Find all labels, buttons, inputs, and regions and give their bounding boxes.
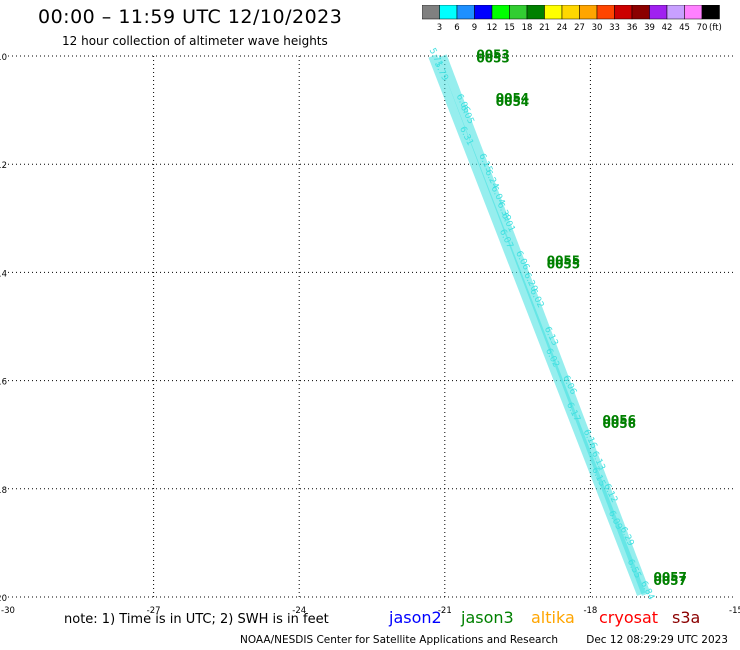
pass-time-label: 0056 <box>603 417 636 431</box>
x-tick-label: -30 <box>1 606 15 616</box>
colorbar-label: 21 <box>539 23 550 33</box>
pass-time-label: 0054 <box>496 95 529 109</box>
colorbar-label: 27 <box>574 23 585 33</box>
pass-time-label: 0054 <box>496 91 529 105</box>
colorbar-label: 39 <box>644 23 655 33</box>
satellite-track <box>428 54 646 596</box>
pass-time-label: 0057 <box>653 574 686 588</box>
pass-time-label: 0057 <box>653 570 686 584</box>
x-tick-label: -27 <box>147 606 161 616</box>
wave-height-colorbar: 3 6 9 12 15 18 21 24 27 30 33 36 39 42 45 70 (ft) <box>422 5 722 33</box>
colorbar-label: 6 <box>454 23 459 33</box>
colorbar-label: 9 <box>472 23 477 33</box>
mission-label-altika: altika <box>531 608 575 627</box>
x-tick-label: -15 <box>729 606 740 616</box>
footer-credit: NOAA/NESDIS Center for Satellite Applica… <box>240 634 558 646</box>
y-tick-label: -14 <box>0 269 7 279</box>
colorbar-swatch <box>701 5 720 20</box>
x-tick-label: -24 <box>292 606 306 616</box>
footer-note: note: 1) Time is in UTC; 2) SWH is in fe… <box>64 612 329 627</box>
y-tick-label: -18 <box>0 486 7 496</box>
colorbar-label: 15 <box>504 23 515 33</box>
pass-time-label: 0053 <box>476 48 509 62</box>
y-tick-label: -12 <box>0 161 7 171</box>
chart-title: 00:00 – 11:59 UTC 12/10/2023 <box>38 6 343 28</box>
colorbar-label: 70 <box>697 23 708 33</box>
colorbar-label: 30 <box>592 23 603 33</box>
mission-label-cryosat: cryosat <box>599 608 659 627</box>
mission-label-s3a: s3a <box>672 608 701 627</box>
colorbar-label: 45 <box>679 23 690 33</box>
x-tick-label: -18 <box>583 606 597 616</box>
colorbar-label: 36 <box>627 23 638 33</box>
chart-subtitle: 12 hour collection of altimeter wave hei… <box>62 34 328 48</box>
x-tick-label: -21 <box>438 606 452 616</box>
mission-label-jason3: jason3 <box>461 608 514 627</box>
colorbar-label: 3 <box>437 23 442 33</box>
y-tick-label: -16 <box>0 378 7 388</box>
colorbar-label: 24 <box>557 23 568 33</box>
mission-label-jason2: jason2 <box>389 608 442 627</box>
y-tick-label: -10 <box>0 53 7 63</box>
pass-time-label: 0056 <box>603 413 636 427</box>
satellite-track <box>438 54 651 596</box>
colorbar-label: 12 <box>487 23 498 33</box>
footer-timestamp: Dec 12 08:29:29 UTC 2023 <box>586 634 728 646</box>
colorbar-unit: (ft) <box>709 23 722 33</box>
pass-time-label: 0055 <box>547 257 580 271</box>
pass-time-label: 0055 <box>547 253 580 267</box>
colorbar-label: 18 <box>522 23 533 33</box>
pass-time-label: 0053 <box>476 52 509 66</box>
colorbar-label: 42 <box>662 23 673 33</box>
y-tick-label: -20 <box>0 594 7 604</box>
colorbar-label: 33 <box>609 23 620 33</box>
